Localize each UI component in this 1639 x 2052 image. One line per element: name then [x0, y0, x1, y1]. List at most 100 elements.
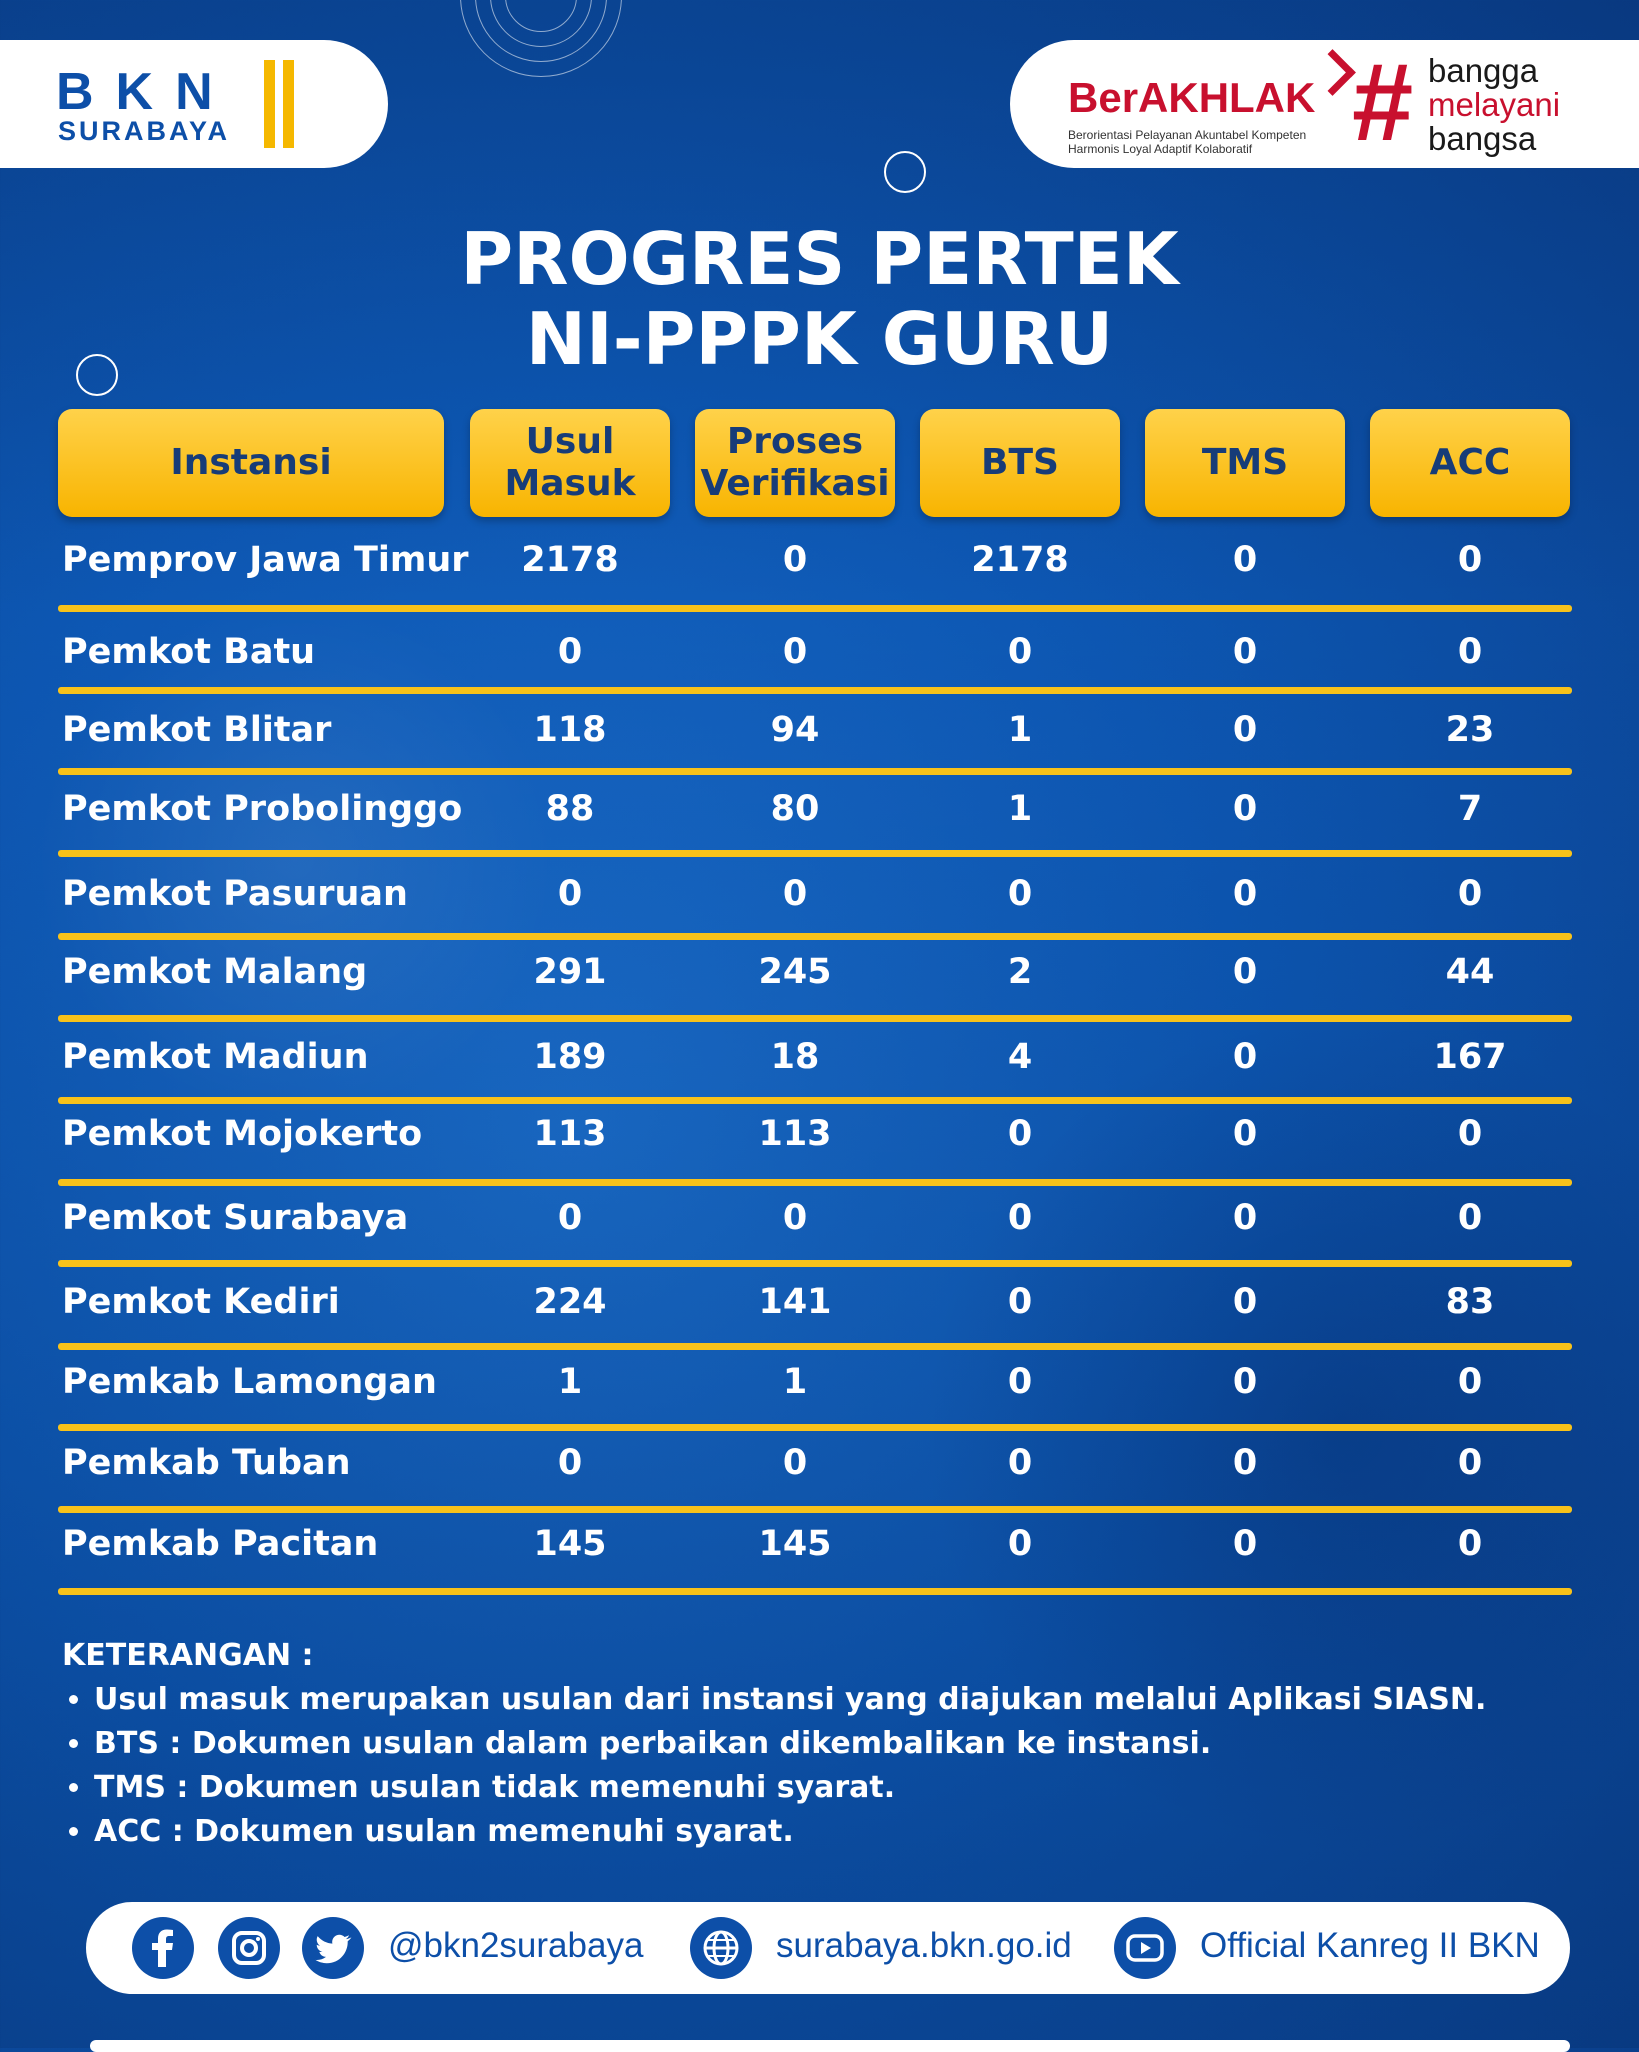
cell-tms: 0 — [1232, 1114, 1258, 1154]
cell-acc: 0 — [1457, 1362, 1483, 1402]
cell-acc: 0 — [1457, 1198, 1483, 1238]
row-separator — [58, 605, 1572, 612]
globe-icon[interactable] — [690, 1917, 752, 1979]
social-handle[interactable]: @bkn2surabaya — [388, 1926, 644, 1965]
header-usul-masuk: Usul Masuk — [470, 409, 670, 517]
melayani-text: melayani — [1428, 86, 1561, 123]
cell-usul-masuk: 88 — [545, 789, 595, 829]
cell-proses-verifikasi: 94 — [770, 710, 820, 750]
cell-instansi: Pemkot Batu — [62, 632, 316, 672]
notes-list: Usul masuk merupakan usulan dari instans… — [62, 1678, 1486, 1854]
twitter-icon[interactable] — [302, 1917, 364, 1979]
cell-usul-masuk: 113 — [533, 1114, 607, 1154]
cell-acc: 0 — [1457, 1524, 1483, 1564]
cell-tms: 0 — [1232, 874, 1258, 914]
hashtag-icon: # — [1352, 41, 1414, 164]
cell-bts: 0 — [1007, 1362, 1033, 1402]
facebook-icon[interactable] — [132, 1917, 194, 1979]
cell-bts: 0 — [1007, 874, 1033, 914]
cell-tms: 0 — [1232, 1524, 1258, 1564]
row-separator — [58, 1179, 1572, 1186]
cell-acc: 0 — [1457, 632, 1483, 672]
website-link[interactable]: surabaya.bkn.go.id — [776, 1926, 1072, 1965]
cell-tms: 0 — [1232, 1198, 1258, 1238]
cell-proses-verifikasi: 0 — [782, 540, 808, 580]
cell-usul-masuk: 189 — [533, 1037, 607, 1077]
cell-proses-verifikasi: 18 — [770, 1037, 820, 1077]
bkn-logo-sub: SURABAYA — [58, 116, 231, 146]
cell-proses-verifikasi: 145 — [758, 1524, 832, 1564]
cell-tms: 0 — [1232, 1037, 1258, 1077]
bangga-text: bangga — [1428, 52, 1539, 89]
cell-usul-masuk: 118 — [533, 710, 607, 750]
cell-proses-verifikasi: 0 — [782, 1198, 808, 1238]
cell-bts: 0 — [1007, 1114, 1033, 1154]
cell-tms: 0 — [1232, 1282, 1258, 1322]
bangsa-text: bangsa — [1428, 120, 1537, 157]
row-separator — [58, 768, 1572, 775]
notes: KETERANGAN : Usul masuk merupakan usulan… — [62, 1634, 1486, 1854]
cell-bts: 0 — [1007, 632, 1033, 672]
cell-usul-masuk: 0 — [557, 1443, 583, 1483]
decorative-circle — [76, 354, 118, 396]
youtube-channel[interactable]: Official Kanreg II BKN — [1200, 1926, 1540, 1965]
cell-instansi: Pemkot Malang — [62, 952, 368, 992]
cell-proses-verifikasi: 0 — [782, 1443, 808, 1483]
cell-instansi: Pemkot Mojokerto — [62, 1114, 423, 1154]
cell-instansi: Pemkab Lamongan — [62, 1362, 437, 1402]
cell-tms: 0 — [1232, 710, 1258, 750]
cell-usul-masuk: 224 — [533, 1282, 607, 1322]
cell-usul-masuk: 1 — [557, 1362, 583, 1402]
cell-acc: 167 — [1433, 1037, 1507, 1077]
cell-bts: 0 — [1007, 1198, 1033, 1238]
cell-usul-masuk: 0 — [557, 874, 583, 914]
row-separator — [58, 1506, 1572, 1513]
cell-acc: 0 — [1457, 1114, 1483, 1154]
cell-instansi: Pemkot Probolinggo — [62, 789, 463, 829]
row-separator — [58, 687, 1572, 694]
youtube-icon[interactable] — [1114, 1917, 1176, 1979]
cell-bts: 1 — [1007, 710, 1033, 750]
cell-proses-verifikasi: 1 — [782, 1362, 808, 1402]
cell-proses-verifikasi: 0 — [782, 874, 808, 914]
instagram-icon[interactable] — [218, 1917, 280, 1979]
cell-proses-verifikasi: 113 — [758, 1114, 832, 1154]
cell-proses-verifikasi: 0 — [782, 632, 808, 672]
cell-acc: 23 — [1445, 710, 1495, 750]
row-separator — [58, 1097, 1572, 1104]
bkn-logo-bars — [264, 60, 298, 148]
cell-acc: 7 — [1457, 789, 1483, 829]
cell-bts: 2178 — [971, 540, 1069, 580]
row-separator — [58, 1343, 1572, 1350]
header-proses-verifikasi: Proses Verifikasi — [695, 409, 895, 517]
cell-bts: 1 — [1007, 789, 1033, 829]
cell-tms: 0 — [1232, 1443, 1258, 1483]
cell-instansi: Pemkot Blitar — [62, 710, 332, 750]
header-bts: BTS — [920, 409, 1120, 517]
notes-heading: KETERANGAN : — [62, 1638, 314, 1673]
page-title-line-2: NI-PPPK GURU — [525, 297, 1114, 381]
header-acc: ACC — [1370, 409, 1570, 517]
cell-bts: 2 — [1007, 952, 1033, 992]
berakhlak-logo: BerAKHLAK Berorientasi Pelayanan Akuntab… — [1010, 40, 1639, 168]
cell-usul-masuk: 0 — [557, 1198, 583, 1238]
cell-tms: 0 — [1232, 789, 1258, 829]
page-title-line-1: PROGRES PERTEK — [460, 217, 1179, 301]
cell-bts: 0 — [1007, 1282, 1033, 1322]
cell-tms: 0 — [1232, 1362, 1258, 1402]
notes-item: BTS : Dokumen usulan dalam perbaikan dik… — [94, 1722, 1486, 1766]
row-separator — [58, 850, 1572, 857]
cell-bts: 0 — [1007, 1524, 1033, 1564]
header-tms: TMS — [1145, 409, 1345, 517]
cell-usul-masuk: 145 — [533, 1524, 607, 1564]
berakhlak-word: BerAKHLAK — [1068, 74, 1316, 121]
cell-tms: 0 — [1232, 952, 1258, 992]
notes-item: ACC : Dokumen usulan memenuhi syarat. — [94, 1810, 1486, 1854]
bkn-logo-word: BKN — [56, 63, 235, 121]
bottom-strip — [90, 2040, 1570, 2052]
cell-acc: 83 — [1445, 1282, 1495, 1322]
cell-proses-verifikasi: 80 — [770, 789, 820, 829]
chevron-icon — [1309, 49, 1356, 96]
cell-instansi: Pemkot Madiun — [62, 1037, 369, 1077]
row-separator — [58, 1424, 1572, 1431]
